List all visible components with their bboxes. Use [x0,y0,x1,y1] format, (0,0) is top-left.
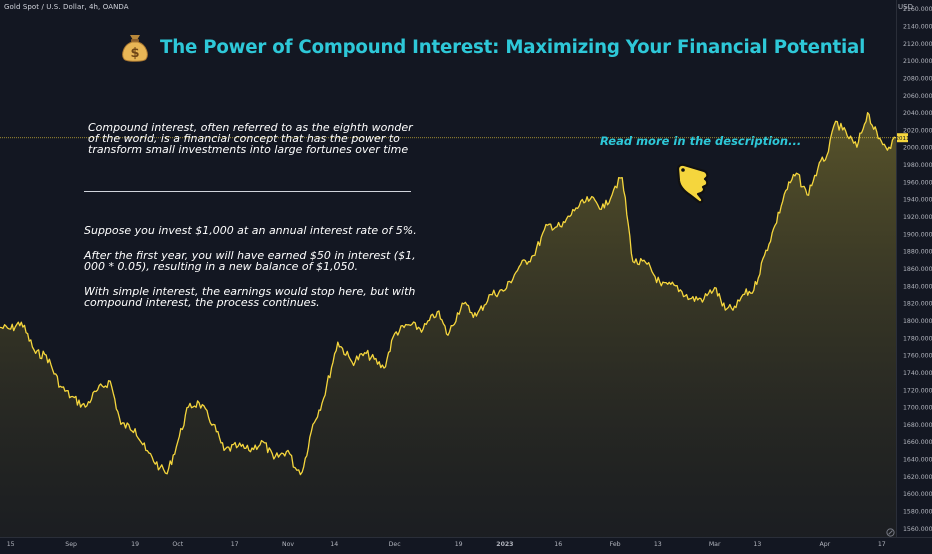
x-tick-label: 19 [455,541,463,548]
x-tick-label: 16 [554,541,562,548]
y-tick-label: 1740.000 [903,370,932,377]
y-tick-label: 2000.000 [903,145,932,152]
example-line-5: compound interest, the process continues… [84,296,320,309]
x-tick-label: Sep [65,541,77,548]
y-tick-label: 1720.000 [903,387,932,394]
x-tick-label: 2023 [496,541,513,548]
svg-text:$: $ [130,46,139,61]
y-tick-label: 1580.000 [903,509,932,516]
y-tick-label: 2080.000 [903,75,932,82]
y-tick-label: 1640.000 [903,457,932,464]
symbol-label[interactable]: Gold Spot / U.S. Dollar, 4h, OANDA [4,3,129,11]
settings-gear-icon[interactable] [886,522,895,537]
x-tick-label: 19 [131,541,139,548]
x-tick-label: Dec [389,541,402,548]
y-tick-label: 1780.000 [903,335,932,342]
title-text: The Power of Compound Interest: Maximizi… [160,36,866,58]
y-tick-label: 1880.000 [903,249,932,256]
price-line [0,111,897,476]
y-tick-label: 1620.000 [903,474,932,481]
intro-line-3: transform small investments into large f… [88,143,409,156]
pointing-hand-icon [672,160,718,206]
y-tick-label: 2040.000 [903,110,932,117]
x-tick-label: 17 [231,541,239,548]
y-tick-label: 2060.000 [903,93,932,100]
x-tick-label: Apr [820,541,831,548]
money-bag-icon: $ [118,30,152,64]
y-tick-label: 1960.000 [903,179,932,186]
y-tick-label: 2160.000 [903,6,932,13]
y-tick-label: 1660.000 [903,439,932,446]
y-tick-label: 1980.000 [903,162,932,169]
currency-label: USD [898,3,913,11]
x-tick-label: 17 [878,541,886,548]
y-tick-label: 1900.000 [903,231,932,238]
last-price-label: 2011 [896,136,910,142]
example-line-1: Suppose you invest $1,000 at an annual i… [84,224,417,237]
price-area-fill [0,112,896,537]
read-more-note: Read more in the description... [600,134,802,148]
intro-note: Compound interest, often referred to as … [88,122,413,155]
x-tick-label: 13 [654,541,662,548]
example-line-3: 000 * 0.05), resulting in a new balance … [84,260,359,273]
example-line-4: With simple interest, the earnings would… [84,285,416,298]
x-tick-label: Mar [709,541,721,548]
y-tick-label: 1840.000 [903,283,932,290]
x-tick-label: Oct [172,541,183,548]
x-tick-label: Feb [610,541,621,548]
last-price-badge [897,133,908,143]
divider-line [84,191,411,192]
x-tick-label: Nov [282,541,294,548]
y-tick-label: 1680.000 [903,422,932,429]
example-note: Suppose you invest $1,000 at an annual i… [84,225,417,308]
y-axis-panel[interactable] [897,0,932,550]
y-tick-label: 2140.000 [903,23,932,30]
y-tick-label: 1940.000 [903,197,932,204]
y-tick-label: 1760.000 [903,353,932,360]
example-line-2: After the first year, you will have earn… [84,249,416,262]
chart-title: $ The Power of Compound Interest: Maximi… [118,30,865,64]
y-tick-label: 2020.000 [903,127,932,134]
y-tick-label: 1920.000 [903,214,932,221]
y-tick-label: 1600.000 [903,491,932,498]
y-tick-label: 1860.000 [903,266,932,273]
y-tick-label: 2100.000 [903,58,932,65]
y-tick-label: 1700.000 [903,405,932,412]
x-tick-label: 13 [753,541,761,548]
y-tick-label: 1560.000 [903,526,932,533]
x-tick-label: 15 [7,541,15,548]
y-tick-label: 1800.000 [903,318,932,325]
intro-line-1: Compound interest, often referred to as … [88,121,413,134]
x-tick-label: 14 [330,541,338,548]
intro-line-2: of the world, is a financial concept tha… [88,132,400,145]
y-tick-label: 1820.000 [903,301,932,308]
y-tick-label: 2120.000 [903,41,932,48]
